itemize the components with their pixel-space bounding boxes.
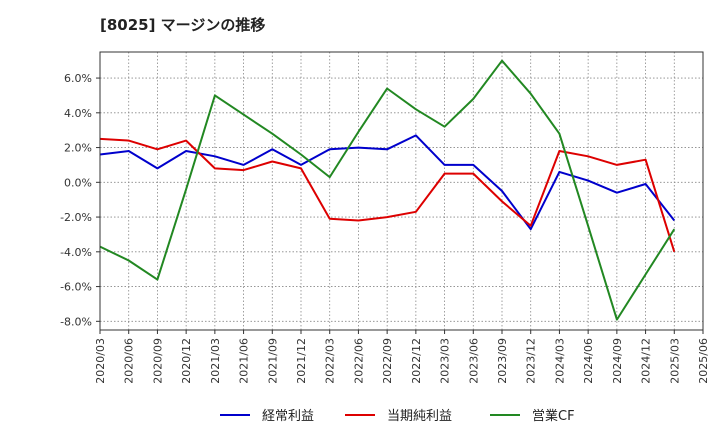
x-tick-label: 2024/09: [611, 338, 624, 384]
chart-title: [8025] マージンの推移: [100, 16, 266, 34]
x-tick-label: 2023/03: [439, 338, 452, 384]
x-tick-label: 2025/03: [668, 338, 681, 384]
x-tick-label: 2025/06: [697, 338, 710, 384]
x-tick-label: 2023/12: [525, 338, 538, 384]
series-lines: [99, 59, 676, 321]
series-line: [99, 59, 676, 321]
x-tick-label: 2020/12: [180, 338, 193, 384]
x-tick-label: 2022/12: [410, 338, 423, 384]
legend-label: 営業CF: [532, 408, 575, 424]
y-tick-label: -6.0%: [60, 281, 92, 294]
x-axis-ticks: 2020/03 2020/06 2020/09 2020/12 2021/03 2021/…: [94, 330, 710, 384]
y-tick-label: 6.0%: [64, 72, 92, 85]
x-tick-label: 2020/09: [151, 338, 164, 384]
y-axis-ticks: 6.0% 4.0% 2.0% 0.0% -2.0% -4.0% -6.0% -8.0%: [60, 72, 100, 328]
y-tick-label: 4.0%: [64, 107, 92, 120]
x-tick-label: 2021/06: [238, 338, 251, 384]
legend: 経常利益 当期純利益 営業CF: [220, 408, 575, 424]
x-tick-label: 2024/12: [640, 338, 653, 384]
y-tick-label: 0.0%: [64, 176, 92, 189]
x-tick-label: 2023/09: [496, 338, 509, 384]
legend-label: 当期純利益: [387, 409, 452, 424]
x-tick-label: 2024/03: [553, 338, 566, 384]
x-tick-label: 2020/03: [94, 338, 107, 384]
x-tick-label: 2021/03: [209, 338, 222, 384]
y-tick-label: 2.0%: [64, 142, 92, 155]
x-tick-label: 2021/12: [295, 338, 308, 384]
series-line: [99, 134, 676, 231]
x-tick-label: 2022/09: [381, 338, 394, 384]
plot-border: [99, 51, 704, 331]
y-tick-label: -4.0%: [60, 246, 92, 259]
x-tick-label: 2022/06: [352, 338, 365, 384]
y-tick-label: -2.0%: [60, 211, 92, 224]
x-tick-label: 2020/06: [123, 338, 136, 384]
x-tick-label: 2024/06: [582, 338, 595, 384]
y-tick-label: -8.0%: [60, 315, 92, 328]
legend-label: 経常利益: [262, 409, 314, 424]
x-tick-label: 2021/09: [266, 338, 279, 384]
series-line: [99, 137, 676, 253]
x-tick-label: 2023/06: [467, 338, 480, 384]
x-tick-label: 2022/03: [324, 338, 337, 384]
